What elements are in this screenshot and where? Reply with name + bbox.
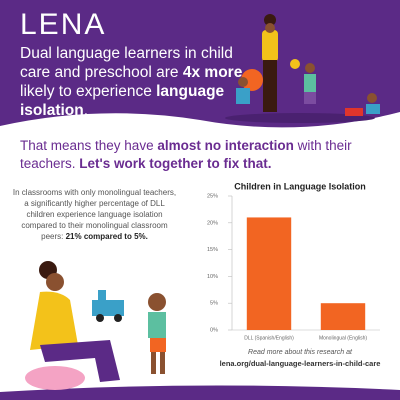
paragraph: In classrooms with only monolingual teac… [12, 187, 177, 242]
subheading-emphasis: Let's work together to fix that. [79, 156, 272, 171]
y-tick-label: 5% [210, 301, 218, 307]
headline: Dual language learners in child care and… [20, 44, 250, 120]
bottom-band [0, 385, 400, 400]
y-tick-label: 20% [207, 220, 218, 226]
headline-text: . [83, 102, 89, 119]
headline-emphasis: language isolation [20, 83, 225, 119]
footer-link[interactable]: lena.org/dual-language-learners-in-child… [220, 359, 381, 368]
headline-text: likely to experience [20, 83, 157, 100]
headline-emphasis: 4x more [182, 64, 243, 81]
chart-title: Children in Language Isolation [234, 181, 366, 191]
y-tick-label: 15% [207, 247, 218, 253]
footer-note: Read more about this research at [248, 349, 353, 356]
x-tick-label: DLL (Spanish/English) [244, 335, 294, 341]
y-tick-label: 25% [207, 193, 218, 199]
y-tick-label: 0% [210, 327, 218, 333]
subheading: That means they have almost no interacti… [20, 137, 390, 173]
subheading-emphasis: almost no interaction [157, 138, 294, 153]
bar [320, 303, 366, 330]
paragraph-text: In classrooms with only monolingual teac… [12, 188, 177, 241]
subheading-text: That means they have [20, 138, 158, 153]
top-band [0, 0, 400, 128]
subheading-text: with their teachers. [20, 138, 352, 171]
x-tick-label: Monolingual (English) [319, 335, 367, 341]
paragraph-emphasis: 21% compared to 5%. [65, 232, 148, 241]
y-tick-label: 10% [207, 274, 218, 280]
bottom-illustration [25, 261, 166, 390]
top-illustration [225, 14, 380, 123]
headline-text: Dual language learners in child care and… [20, 45, 233, 81]
bar [246, 217, 292, 330]
logo: LENA [20, 8, 107, 41]
